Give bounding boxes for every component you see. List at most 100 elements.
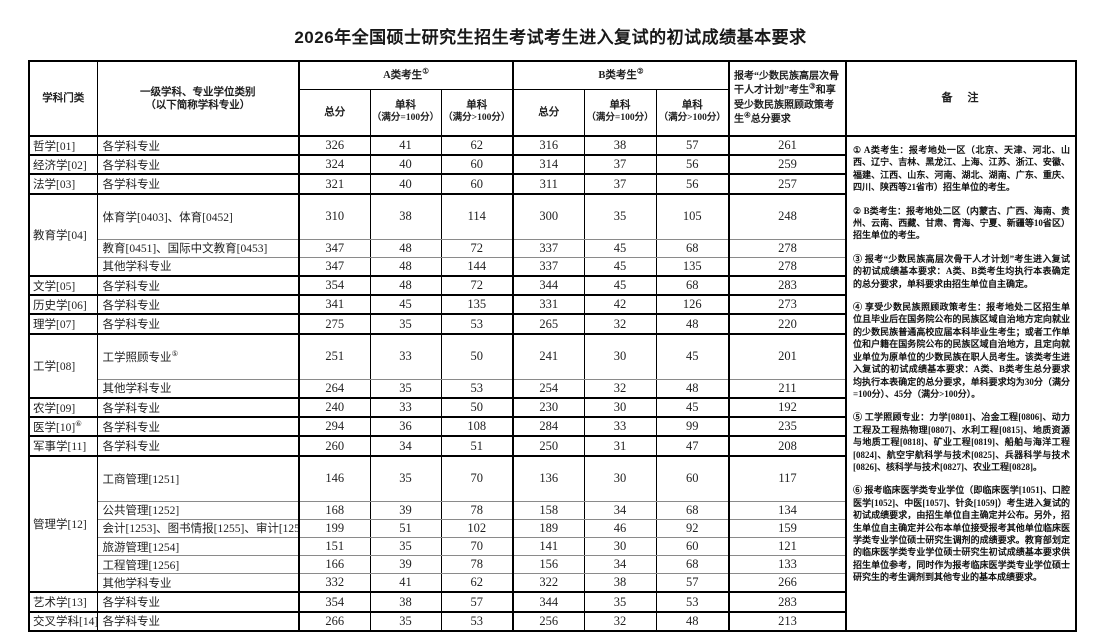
table-body: 哲学[01] 各学科专业 326 41 62 316 38 57 261 ① A类考生：报考地处一…	[28, 134, 1077, 632]
major-cell: 工学照顾专业⑤	[96, 332, 300, 380]
a-total-cell: 332	[298, 573, 371, 593]
header-minority-text1: 报考“少数民族高层次骨干人才计划”考生	[734, 70, 840, 97]
b-single-100-cell: 37	[583, 154, 657, 175]
header-group-b: B类考生②	[512, 60, 730, 90]
a-single-gt100-cell: 78	[440, 555, 514, 575]
major-cell: 教育[0451]、国际中文教育[0453]	[96, 238, 300, 258]
minority-total-cell: 259	[728, 154, 847, 175]
category-cell: 哲学[01]	[28, 134, 98, 156]
a-single-gt100-cell: 135	[440, 294, 514, 315]
header-b-single-100-line1: 单科	[609, 100, 631, 112]
major-cell: 工程管理[1256]	[96, 555, 300, 575]
a-single-100-cell: 41	[369, 573, 442, 593]
a-total-cell: 146	[298, 454, 371, 502]
minority-total-cell: 121	[728, 536, 847, 557]
table-row: 交叉学科[14] 各学科专业 266 35 53 256 32 48 213	[28, 610, 1076, 632]
b-single-100-cell: 38	[583, 573, 657, 593]
b-single-100-cell: 32	[583, 610, 657, 632]
major-cell: 会计[1253]、图书情报[1255]、审计[1257]	[96, 518, 300, 539]
b-total-cell: 322	[512, 573, 585, 593]
b-total-cell: 230	[512, 396, 585, 418]
a-total-cell: 240	[298, 396, 371, 418]
a-single-100-cell: 51	[369, 518, 442, 539]
b-single-100-cell: 35	[583, 591, 657, 613]
major-cell: 各学科专业	[96, 154, 300, 175]
b-single-gt100-cell: 105	[655, 192, 730, 240]
b-total-cell: 311	[512, 173, 585, 195]
a-single-100-cell: 35	[369, 454, 442, 502]
header-b-total: 总分	[512, 88, 585, 137]
a-total-cell: 166	[298, 555, 371, 575]
b-total-cell: 316	[512, 134, 585, 156]
a-single-100-cell: 41	[369, 134, 442, 156]
header-group-a-footnote-mark: ①	[422, 66, 429, 76]
b-total-cell: 141	[512, 536, 585, 557]
major-cell: 公共管理[1252]	[96, 500, 300, 520]
minority-total-cell: 235	[728, 416, 847, 437]
a-single-gt100-cell: 53	[440, 313, 514, 335]
a-single-100-cell: 48	[369, 238, 442, 258]
a-total-cell: 347	[298, 238, 371, 258]
b-single-100-cell: 30	[583, 332, 657, 380]
note-item: ④ 享受少数民族照顾政策考生：报考地处二区招生单位且毕业后在国务院公布的民族区域…	[853, 302, 1071, 399]
a-total-cell: 347	[298, 256, 371, 277]
a-total-cell: 354	[298, 275, 371, 296]
header-minority-footnote-mark-3: ③	[809, 81, 816, 91]
header-b-single-gt100-line2: （满分>100分）	[658, 113, 726, 124]
b-single-gt100-cell: 45	[655, 332, 730, 380]
minority-total-cell: 261	[728, 134, 847, 156]
a-single-gt100-cell: 114	[440, 192, 514, 240]
major-cell: 各学科专业	[96, 173, 300, 195]
header-minority-text3: 总分要求	[750, 114, 791, 125]
b-single-gt100-cell: 56	[655, 173, 730, 195]
major-cell: 其他学科专业	[96, 256, 300, 277]
table-row: 其他学科专业 332 41 62 322 38 57 266	[29, 573, 1076, 593]
a-single-gt100-cell: 144	[440, 256, 514, 277]
minority-total-cell: 213	[728, 610, 847, 632]
a-single-gt100-cell: 78	[440, 500, 514, 520]
b-single-gt100-cell: 60	[655, 536, 730, 557]
a-single-100-cell: 35	[369, 536, 442, 557]
minority-total-cell: 283	[728, 275, 847, 296]
b-single-gt100-cell: 57	[655, 134, 730, 156]
note-item: ① A类考生：报考地处一区（北京、天津、河北、山西、辽宁、吉林、黑龙江、上海、江…	[853, 145, 1071, 193]
a-single-100-cell: 35	[369, 313, 442, 335]
major-cell: 各学科专业	[96, 396, 300, 418]
major-cell: 各学科专业	[96, 591, 300, 613]
table-row: 工学[08] 工学照顾专业⑤ 251 33 50 241 30 45 201	[28, 332, 1076, 399]
a-total-cell: 251	[298, 332, 371, 380]
category-cell: 历史学[06]	[28, 294, 98, 315]
a-single-gt100-cell: 60	[440, 154, 514, 175]
a-total-cell: 341	[298, 294, 371, 315]
header-a-single-gt100: 单科 （满分>100分）	[440, 88, 514, 137]
b-single-gt100-cell: 68	[655, 275, 730, 296]
a-single-gt100-cell: 53	[440, 378, 514, 399]
b-total-cell: 254	[512, 378, 585, 399]
note-item: ⑥ 报考临床医学类专业学位（即临床医学[1051]、口腔医学[1052]、中医[…	[853, 485, 1071, 583]
major-cell: 各学科专业	[96, 610, 300, 632]
b-single-gt100-cell: 48	[655, 378, 730, 399]
a-total-cell: 264	[298, 378, 371, 399]
major-cell: 其他学科专业	[96, 378, 300, 399]
b-total-cell: 337	[512, 256, 585, 277]
a-single-100-cell: 39	[369, 555, 442, 575]
b-single-100-cell: 45	[583, 238, 657, 258]
table-header: 学科门类 一级学科、专业学位类别 （以下简称学科专业） A类考生① B类考生② …	[28, 60, 1077, 137]
minority-total-cell: 278	[728, 256, 847, 277]
b-single-100-cell: 34	[583, 500, 657, 520]
note-number: ③	[853, 253, 865, 264]
category-cell: 法学[03]	[28, 173, 98, 195]
category-cell: 经济学[02]	[28, 154, 98, 175]
a-total-cell: 326	[298, 134, 371, 156]
major-cell: 各学科专业	[96, 416, 300, 437]
header-major-line1: 一级学科、专业学位类别	[140, 86, 256, 98]
b-single-gt100-cell: 56	[655, 154, 730, 175]
b-single-gt100-cell: 47	[655, 435, 730, 457]
b-total-cell: 250	[512, 435, 585, 457]
minority-total-cell: 278	[728, 238, 847, 258]
a-single-100-cell: 38	[369, 591, 442, 613]
minority-total-cell: 220	[728, 313, 847, 335]
note-number: ②	[853, 205, 864, 216]
b-single-100-cell: 37	[583, 173, 657, 195]
header-notes: 备 注	[845, 60, 1077, 137]
